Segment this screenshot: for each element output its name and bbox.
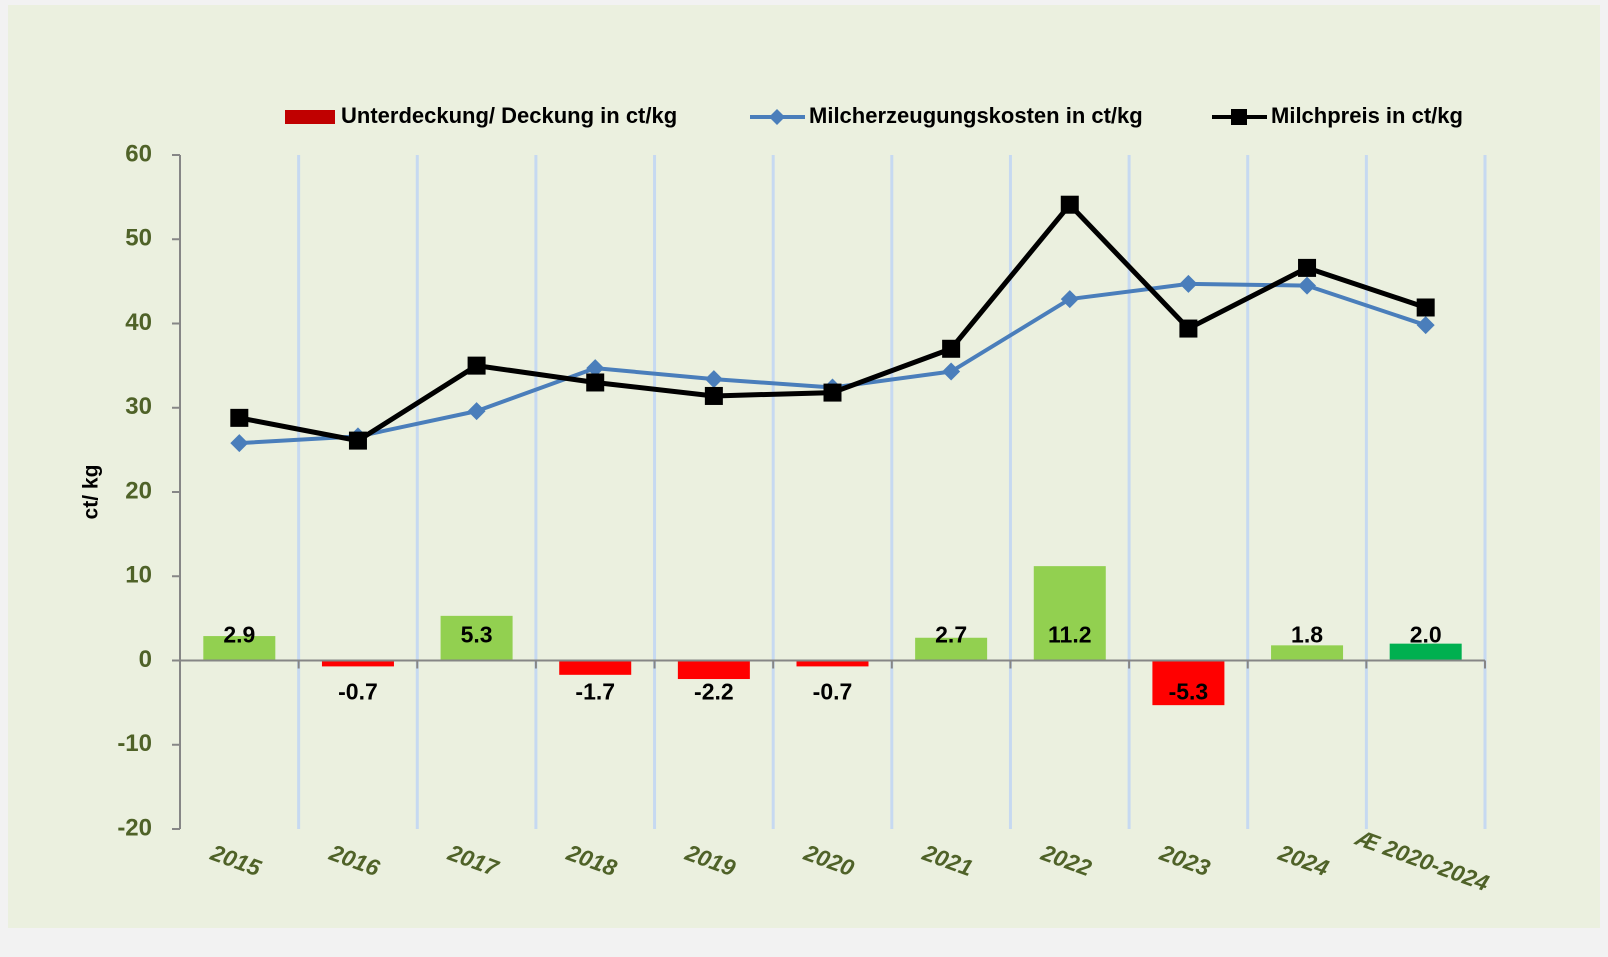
- marker: [1298, 276, 1317, 295]
- bar: [1033, 566, 1106, 661]
- marker: [704, 386, 723, 405]
- chart-background: [8, 5, 1600, 928]
- marker: [942, 339, 961, 358]
- bar: [1271, 645, 1344, 661]
- marker: [823, 383, 842, 402]
- legend-label: Milchpreis in ct/kg: [1271, 103, 1463, 128]
- marker: [1416, 298, 1435, 317]
- legend-swatch: [285, 110, 335, 124]
- data-label: 11.2: [1048, 622, 1092, 648]
- bar: [559, 660, 632, 675]
- y-tick-label: 10: [125, 562, 152, 589]
- y-tick-label: 60: [125, 140, 152, 167]
- bar: [321, 660, 394, 667]
- legend-label: Milcherzeugungskosten in ct/kg: [809, 103, 1143, 128]
- bar: [677, 660, 750, 680]
- bar: [1389, 643, 1462, 661]
- bar: [203, 636, 276, 661]
- marker: [1416, 316, 1435, 335]
- bar: [915, 637, 988, 661]
- marker: [230, 434, 249, 453]
- bar: [440, 615, 513, 661]
- marker: [586, 359, 605, 378]
- marker: [1179, 319, 1198, 338]
- marker: [1179, 274, 1198, 293]
- data-label: 5.3: [461, 622, 493, 648]
- y-tick-label: 50: [125, 225, 152, 252]
- y-tick-label: -10: [117, 730, 152, 757]
- marker: [942, 362, 961, 381]
- data-label: -2.2: [694, 679, 734, 705]
- y-tick-label: -20: [117, 814, 152, 841]
- marker: [704, 370, 723, 389]
- data-label: 2.7: [935, 622, 967, 648]
- data-label: 1.8: [1291, 622, 1323, 648]
- y-tick-label: 40: [125, 309, 152, 336]
- marker: [586, 373, 605, 392]
- bar: [1152, 660, 1225, 706]
- marker: [1298, 258, 1317, 277]
- legend-marker: [769, 109, 785, 125]
- legend-label: Unterdeckung/ Deckung in ct/kg: [341, 103, 677, 128]
- marker: [348, 431, 367, 450]
- marker: [467, 356, 486, 375]
- marker: [230, 408, 249, 427]
- data-label: -0.7: [813, 679, 853, 705]
- bar: [796, 660, 869, 667]
- y-tick-label: 30: [125, 393, 152, 420]
- legend-marker: [1231, 109, 1247, 125]
- y-tick-label: 20: [125, 477, 152, 504]
- data-label: 2.9: [223, 622, 255, 648]
- y-axis-label: ct/ kg: [80, 465, 103, 520]
- y-tick-label: 0: [139, 646, 152, 673]
- marker: [1060, 290, 1079, 309]
- marker: [467, 402, 486, 421]
- data-label: -5.3: [1169, 679, 1209, 705]
- data-label: -0.7: [338, 679, 378, 705]
- data-label: -1.7: [575, 679, 615, 705]
- data-label: 2.0: [1410, 622, 1442, 648]
- marker: [1060, 195, 1079, 214]
